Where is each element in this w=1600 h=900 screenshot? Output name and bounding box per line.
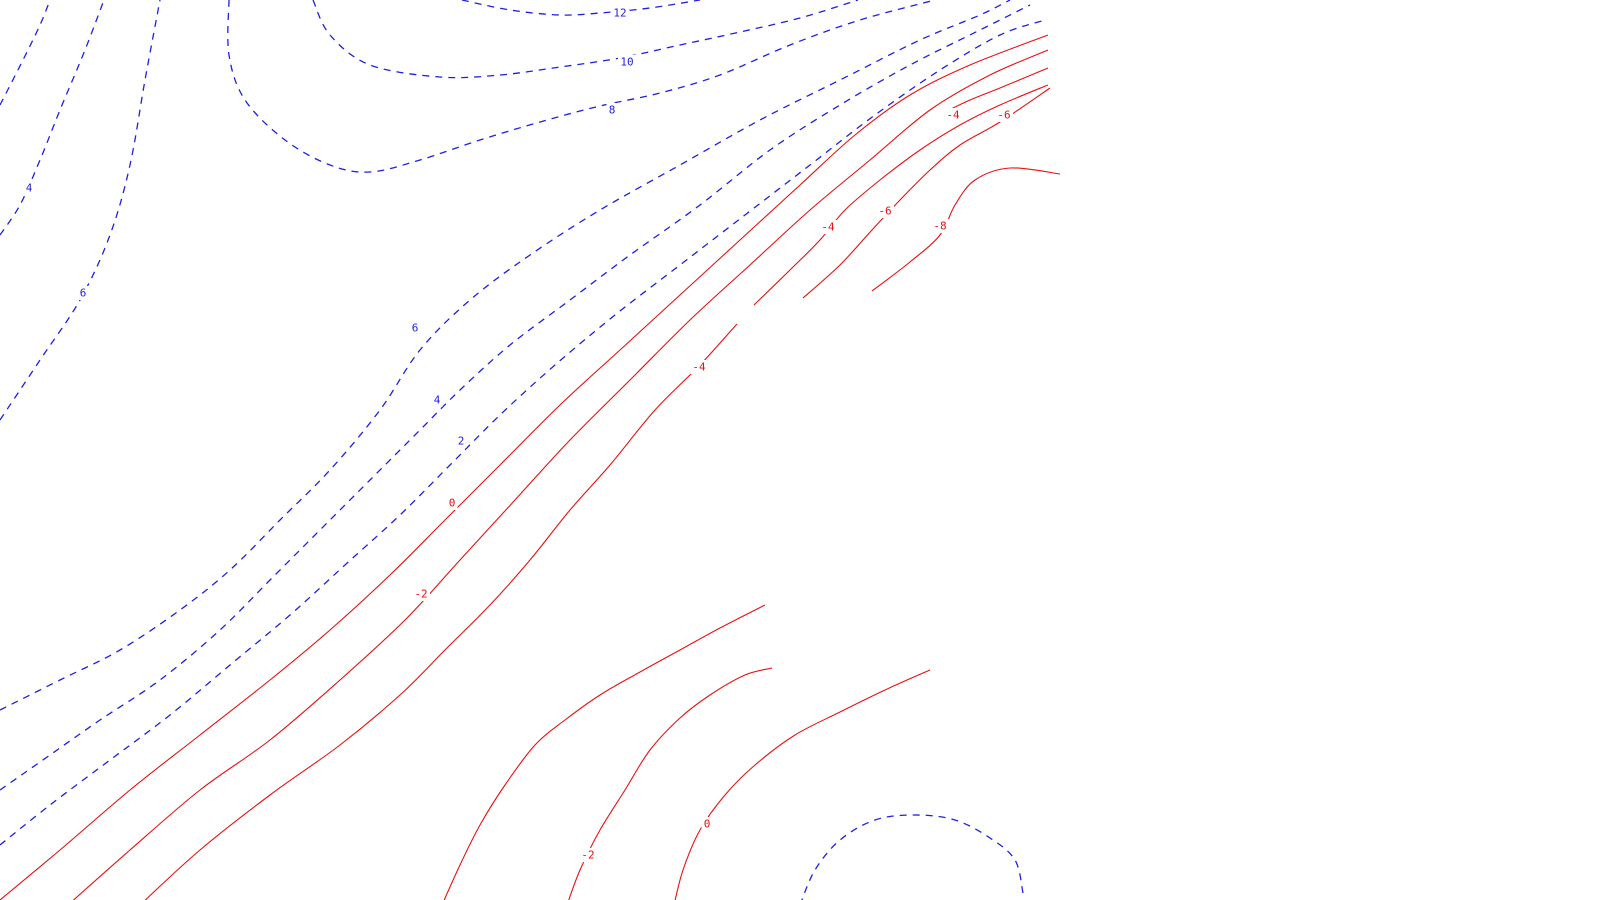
contour-neg-2-mid: [72, 49, 1049, 900]
contour-neg-0-bottom: [674, 669, 931, 900]
contour-label-background: [446, 496, 458, 510]
contour-neg-4-mid: [144, 323, 738, 900]
contour-neg-4-upper: [753, 84, 1049, 306]
contour-label-background: [931, 219, 949, 233]
contour-label-background: [431, 393, 443, 407]
contour-label-neg-4-mid: -4: [690, 360, 708, 374]
contour-lines: [0, 0, 1061, 900]
contour-label-background: [409, 321, 421, 335]
contour-label-background: [412, 587, 430, 601]
contour-label-text: -4: [692, 361, 706, 374]
contour-label-text: -6: [878, 205, 891, 218]
contour-label-pos-2-mid: 2: [455, 434, 467, 448]
contour-pos-4-mid: [0, 4, 1031, 791]
contour-label-background: [944, 108, 962, 122]
contour-label-pos-4-mid: 4: [431, 393, 443, 407]
contour-label-background: [618, 55, 636, 69]
contour-label-neg-4-top: -4: [944, 108, 962, 122]
contour-label-neg-4-upper: -4: [819, 220, 837, 234]
contour-pos-8: [227, 0, 936, 173]
contour-label-neg-2-bottom: -2: [579, 848, 597, 862]
contour-pos-6-left: [0, 0, 161, 421]
contour-label-text: 6: [412, 322, 419, 335]
contour-label-text: -8: [933, 220, 946, 233]
contour-label-text: -4: [946, 109, 960, 122]
contour-label-text: -2: [414, 588, 427, 601]
contour-label-pos-8: 8: [606, 103, 618, 117]
contour-label-background: [77, 286, 89, 300]
contour-label-background: [606, 103, 618, 117]
contour-label-pos-6-left: 6: [77, 286, 89, 300]
contour-label-background: [579, 848, 597, 862]
contour-label-text: 0: [449, 497, 456, 510]
contour-neg-8-upper: [871, 167, 1061, 292]
contour-label-text: 2: [458, 435, 465, 448]
contour-label-pos-6-mid: 6: [409, 321, 421, 335]
contour-label-pos-12: 12: [611, 6, 629, 20]
contour-label-background: [995, 108, 1013, 122]
contour-label-text: -6: [997, 109, 1010, 122]
contour-label-pos-4-left: 4: [23, 181, 35, 195]
contour-neg-0-mid: [0, 34, 1049, 900]
contour-label-text: 4: [434, 394, 441, 407]
contour-label-text: 0: [704, 818, 711, 831]
contour-label-neg-6-top: -6: [995, 108, 1013, 122]
contour-label-text: 8: [609, 104, 616, 117]
contour-labels: 12 10 8 4 6 6 4 2 0 -2 -4 -4 -6 -8 -4 -6 -2 0: [23, 6, 1013, 862]
contour-pos-4-left: [0, 0, 105, 236]
contour-label-neg-0-bottom: 0: [701, 817, 713, 831]
contour-label-text: 6: [80, 287, 87, 300]
contour-label-background: [611, 6, 629, 20]
contour-label-neg-0-mid: 0: [446, 496, 458, 510]
contour-neg-2-bottom: [568, 667, 773, 900]
contour-pos-6-mid: [0, 0, 1011, 711]
contour-label-text: 4: [26, 182, 33, 195]
contour-label-background: [819, 220, 837, 234]
contour-pos-10: [312, 0, 859, 79]
contour-pos-12: [461, 0, 701, 16]
contour-pos-left-a: [0, 0, 51, 106]
contour-label-background: [876, 204, 894, 218]
contour-label-text: 10: [620, 56, 633, 69]
contour-neg-top-a: [944, 67, 1049, 113]
contour-label-background: [23, 181, 35, 195]
contour-pos-bottom-loop: [801, 814, 1024, 900]
contour-label-neg-6-upper: -6: [876, 204, 894, 218]
contour-label-text: -4: [821, 221, 835, 234]
contour-label-pos-10: 10: [618, 55, 636, 69]
contour-label-neg-8-upper: -8: [931, 219, 949, 233]
contour-neg-bottom-outer: [443, 604, 766, 900]
contour-label-background: [701, 817, 713, 831]
contour-label-text: 12: [613, 7, 626, 20]
contour-label-background: [455, 434, 467, 448]
contour-pos-2-mid: [0, 19, 1046, 846]
contour-label-text: -2: [581, 849, 594, 862]
contour-label-neg-2-mid: -2: [412, 587, 430, 601]
contour-label-background: [690, 360, 708, 374]
contour-neg-6-upper: [802, 87, 1051, 299]
